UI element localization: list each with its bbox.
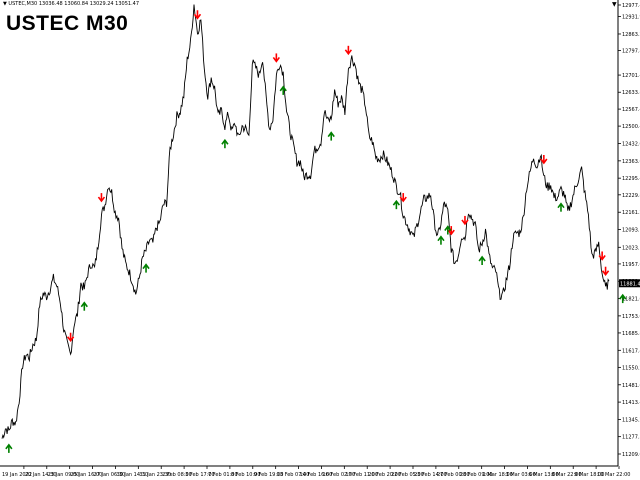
time-tick-label: 17 Feb 11:00	[345, 472, 378, 478]
up-arrow-icon	[392, 199, 401, 210]
price-tick-label: 11821.60	[622, 296, 640, 302]
up-arrow-icon	[327, 131, 335, 141]
price-tick-label: 12093.10	[622, 228, 640, 234]
price-tick-label: 11277.30	[622, 435, 640, 441]
time-tick-label: 1 Mar 18:00	[483, 472, 513, 478]
up-arrow-icon	[5, 443, 13, 453]
down-arrow-icon	[540, 154, 548, 165]
time-tick-label: 23 Jan 09:00	[48, 472, 80, 478]
price-tick-label: 12161.20	[622, 210, 640, 216]
price-tick-label: 12977.40	[622, 3, 640, 9]
down-arrow-icon	[97, 193, 106, 203]
up-arrow-icon	[444, 225, 452, 235]
price-tick-label: 12500.40	[622, 124, 640, 130]
price-line	[1, 4, 610, 439]
down-arrow-icon	[193, 10, 202, 20]
up-arrow-icon	[437, 235, 445, 245]
price-tick-label: 11617.40	[622, 348, 640, 354]
down-arrow-icon	[447, 226, 455, 236]
down-arrow-icon	[344, 45, 353, 56]
current-price-box	[619, 279, 640, 288]
time-tick-label: 28 Feb 09:00	[460, 472, 493, 478]
price-tick-label: 11550.20	[622, 365, 640, 371]
up-arrow-icon	[221, 138, 229, 149]
down-arrow-icon	[66, 332, 75, 343]
time-tick-label: 25 Jan 16:00	[71, 472, 103, 478]
down-arrow-icon	[399, 193, 407, 203]
up-arrow-icon	[142, 263, 150, 273]
time-tick-label: 2 Feb 08:00	[162, 472, 192, 478]
time-tick-label: 7 Feb 01:00	[208, 472, 238, 478]
price-tick-label: 12863.25	[622, 32, 640, 38]
price-tick-label: 12023.10	[622, 245, 640, 251]
price-tick-label: 12363.60	[622, 159, 640, 165]
price-tick-label: 12295.40	[622, 176, 640, 182]
time-tick-label: 20 Feb 20:00	[368, 472, 401, 478]
time-tick-label: 9 Mar 18:00	[574, 472, 604, 478]
time-tick-label: 20 Jan 14:30	[25, 472, 57, 478]
chart-shift-marker[interactable]: ▼	[612, 1, 617, 8]
price-tick-label: 11753.00	[622, 314, 640, 320]
time-tick-label: 9 Feb 19:00	[254, 472, 284, 478]
time-tick-label: 10 Mar 22:00	[597, 472, 630, 478]
time-tick-label: 8 Mar 22:00	[551, 472, 581, 478]
down-arrow-icon	[272, 53, 280, 63]
current-price-label: 11881.47	[620, 281, 640, 287]
price-tick-label: 11481.60	[622, 383, 640, 389]
time-tick-label: 23 Feb 14:00	[414, 472, 447, 478]
price-tick-label: 11957.60	[622, 262, 640, 268]
time-tick-label: 14 Feb 16:00	[300, 472, 333, 478]
price-tick-label: 12931.90	[622, 15, 640, 21]
down-arrow-icon	[601, 266, 610, 277]
down-arrow-icon	[461, 215, 469, 226]
up-arrow-icon	[279, 85, 287, 95]
up-arrow-icon	[478, 255, 486, 266]
time-tick-label: 3 Feb 17:00	[185, 472, 215, 478]
time-tick-label: 19 Jan 2022	[2, 472, 32, 478]
price-tick-label: 12567.40	[622, 107, 640, 113]
up-arrow-icon	[557, 202, 565, 212]
time-tick-label: 27 Feb 00:00	[437, 472, 470, 478]
price-tick-label: 12432.00	[622, 141, 640, 147]
time-tick-label: 22 Feb 05:00	[391, 472, 424, 478]
symbol-info-line: ▼ USTEC,M30 13036.48 13060.84 13029.24 1…	[3, 1, 140, 7]
price-tick-label: 11209.00	[622, 452, 640, 458]
down-arrow-icon	[598, 251, 606, 261]
price-tick-label: 12797.80	[622, 49, 640, 55]
time-tick-label: 3 Mar 03:00	[506, 472, 536, 478]
time-tick-label: 8 Feb 10:00	[231, 472, 261, 478]
price-tick-label: 12229.80	[622, 193, 640, 199]
time-tick-label: 27 Jan 06:30	[94, 472, 126, 478]
time-tick-label: 30 Jan 14:30	[116, 472, 148, 478]
price-tick-label: 11345.20	[622, 417, 640, 423]
price-tick-label: 12701.40	[622, 73, 640, 79]
up-arrow-icon	[80, 301, 88, 311]
time-tick-label: 6 Mar 13:00	[528, 472, 558, 478]
price-tick-label: 12633.80	[622, 90, 640, 96]
time-tick-label: 13 Feb 07:00	[277, 472, 310, 478]
time-tick-label: 16 Feb 02:00	[322, 472, 355, 478]
time-tick-label: 31 Jan 23:30	[139, 472, 171, 478]
price-tick-label: 11685.80	[622, 331, 640, 337]
up-arrow-icon	[619, 293, 627, 304]
chart-title: USTEC M30	[6, 12, 129, 35]
price-tick-label: 11413.40	[622, 400, 640, 406]
